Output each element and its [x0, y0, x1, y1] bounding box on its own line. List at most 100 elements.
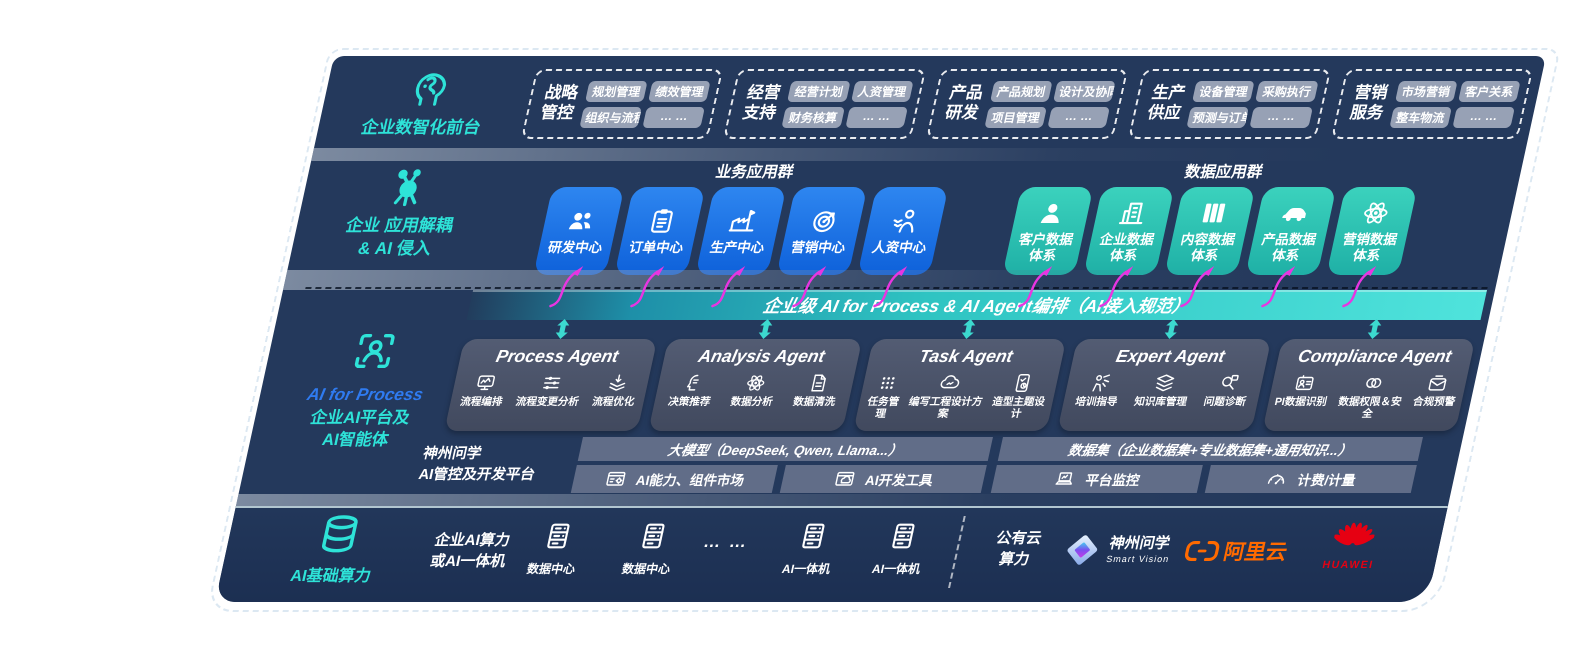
server-icon — [539, 520, 578, 552]
front-office-rail: 企业数智化前台 — [314, 58, 539, 150]
cell-ai-market: AI能力、组件市场 — [570, 465, 778, 493]
huawei-logo — [1330, 520, 1377, 554]
vendor-name: HUAWEI — [1321, 559, 1375, 571]
trainer-icon — [1087, 372, 1114, 394]
books-icon — [1195, 198, 1232, 228]
connector-arrows — [279, 264, 1501, 310]
chip: 经营计划 — [787, 80, 851, 102]
vendor-name: 神州问学 — [1107, 534, 1172, 552]
vendor-huawei: HUAWEI — [1314, 520, 1391, 571]
ai-platform-label-en: AI for Process — [305, 385, 425, 404]
mind-icon — [680, 372, 707, 394]
monitor-icon — [472, 372, 499, 394]
agent-compliance: Compliance Agent PI数据识别 数据权限＆安全 合规预警 — [1261, 339, 1476, 431]
chip: … … — [1452, 106, 1516, 128]
dataset-bar: 数据集（企业数据集+专业数据集+通用知识...） — [997, 437, 1423, 461]
agent-expert: Expert Agent 培训指导 知识库管理 问题诊断 — [1057, 339, 1271, 431]
business-app-group: 业务应用群 研发中心 订单中心 生产中心 营销中心 — [533, 160, 956, 275]
double-arrow-icon — [754, 319, 776, 339]
magenta-arrow-icon — [868, 264, 912, 308]
infra-band: AI基础算力 企业AI算力 或AI一体机 数据中心 数据中心 … … AI一体机 … — [215, 506, 1448, 602]
node-ai-appliance-1: AI一体机 — [767, 520, 853, 577]
chip: 整车物流 — [1389, 106, 1452, 128]
car-icon — [1276, 198, 1313, 228]
group-name: 产品 — [947, 84, 985, 103]
target-icon — [806, 206, 843, 236]
double-arrow-icon — [957, 319, 979, 339]
atom-icon — [742, 372, 769, 394]
chip: … … — [1249, 106, 1313, 128]
tile-hr-center: 人资中心 — [857, 187, 949, 275]
chip: 设备管理 — [1192, 80, 1256, 102]
id-card-icon — [1292, 372, 1319, 394]
chip: 绩效管理 — [648, 80, 712, 102]
smart-vision-logo — [1060, 532, 1104, 568]
gauge-icon — [1264, 468, 1291, 490]
agent-analysis: Analysis Agent 决策推荐 数据分析 数据清洗 — [648, 339, 863, 431]
tablet-check-icon — [1009, 372, 1036, 394]
chip: … … — [642, 106, 706, 128]
tile-production-center: 生产中心 — [695, 187, 787, 275]
chip: … … — [1047, 106, 1111, 128]
node-datacenter-1: 数据中心 — [512, 520, 598, 577]
ellipsis-nodes: … … — [701, 532, 751, 551]
double-arrow-icon — [1363, 319, 1385, 339]
chip: 设计及协同 — [1053, 80, 1116, 102]
chip: 人资管理 — [850, 80, 914, 102]
front-office-title: 企业数智化前台 — [359, 118, 483, 137]
clipboard-icon — [644, 206, 681, 236]
tile-order-center: 订单中心 — [614, 187, 706, 275]
tile-marketing-data: 营销数据 体系 — [1326, 187, 1418, 275]
vendor-smart-vision: 神州问学 Smart Vision — [1060, 532, 1175, 568]
group-operation: 经营 支持 经营计划 人资管理 财务核算 … … — [723, 69, 927, 139]
chip: 项目管理 — [984, 106, 1048, 128]
public-cloud-label: 公有云 算力 — [994, 530, 1044, 568]
infra-rail: AI基础算力 — [258, 512, 414, 586]
cell-dev-tools: AI开发工具 — [779, 465, 987, 493]
group-name: 营销 — [1352, 84, 1390, 103]
chip: 组织与流程 — [579, 106, 643, 128]
layer-divider — [235, 494, 1451, 506]
cell-billing: 计费/计量 — [1204, 465, 1417, 493]
chip: 客户关系 — [1457, 80, 1521, 102]
brain-circuit-icon — [402, 64, 458, 110]
agent-task: Task Agent 任务管理 编写工程设计方案 造型主题设计 — [853, 339, 1067, 431]
group-marketing-service: 营销 服务 市场营销 客户关系 整车物流 … … — [1330, 69, 1534, 139]
data-group-title: 数据应用群 — [1183, 164, 1265, 181]
server-icon — [634, 520, 673, 552]
mail-alert-icon — [1425, 372, 1452, 394]
magenta-arrow-icon — [787, 264, 831, 308]
tile-content-data: 内容数据 体系 — [1164, 187, 1256, 275]
aliyun-logo — [1182, 539, 1223, 563]
layers-icon — [1151, 372, 1178, 394]
diagnose-icon — [1215, 372, 1242, 394]
server-icon — [794, 520, 833, 552]
server-icon — [884, 520, 923, 552]
node-ai-appliance-2: AI一体机 — [857, 520, 943, 577]
sliders-icon — [538, 372, 565, 394]
double-arrow-icon — [1160, 319, 1182, 339]
document-icon — [805, 372, 832, 394]
building-icon — [1114, 198, 1151, 228]
magenta-arrow-icon — [1337, 264, 1381, 308]
group-product-rnd: 产品 研发 产品规划 设计及协同 项目管理 … … — [925, 69, 1129, 139]
tile-product-data: 产品数据 体系 — [1245, 187, 1337, 275]
focus-person-icon — [347, 328, 403, 374]
app-layer-rail: 企业 应用解耦 & AI 侵入 — [289, 166, 515, 261]
band-dashed-divider — [948, 516, 966, 588]
model-bar: 大模型（DeepSeek, Qwen, Llama...） — [577, 437, 993, 461]
vendor-subtitle: Smart Vision — [1105, 554, 1171, 565]
grid-dots-icon — [874, 372, 901, 394]
tile-enterprise-data: 企业数据 体系 — [1083, 187, 1175, 275]
group-strategy: 战略 管控 规划管理 绩效管理 组织与流程 … … — [520, 69, 724, 139]
cloud-icon — [936, 372, 963, 394]
cell-platform-monitor: 平台监控 — [990, 465, 1203, 493]
group-name: 生产 — [1150, 84, 1188, 103]
vendor-aliyun: 阿里云 — [1181, 536, 1291, 566]
chip: 产品规划 — [989, 80, 1053, 102]
chip: 预测与订单 — [1186, 106, 1250, 128]
front-office-groups: 战略 管控 规划管理 绩效管理 组织与流程 … … 经营 支持 经营计划 人资管理 … — [519, 58, 1536, 150]
business-group-title: 业务应用群 — [714, 164, 796, 181]
tile-rnd-center: 研发中心 — [533, 187, 625, 275]
